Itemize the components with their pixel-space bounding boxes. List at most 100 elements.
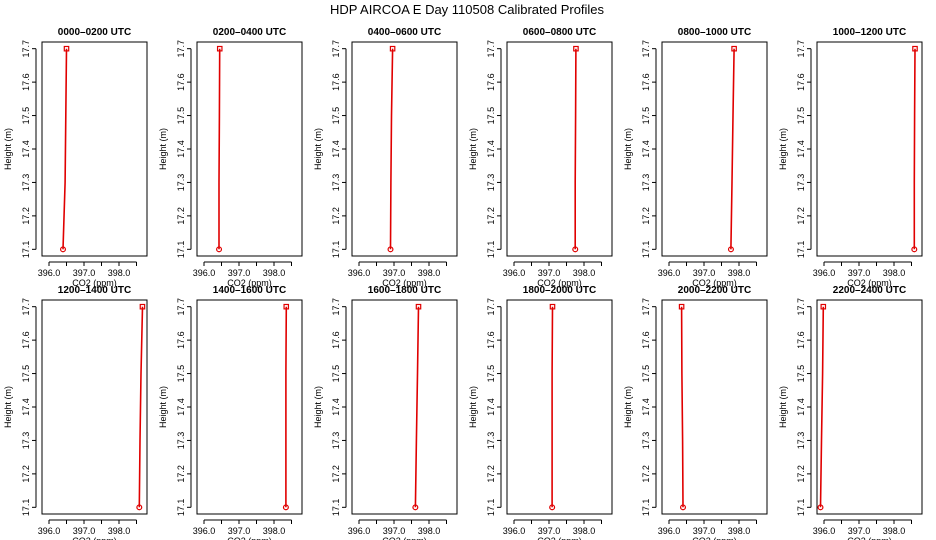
profile-line xyxy=(819,306,825,508)
y-tick-label: 17.6 xyxy=(641,331,651,349)
x-tick-label: 396.0 xyxy=(813,268,836,278)
data-point-bottom xyxy=(572,246,579,253)
y-tick-label: 17.2 xyxy=(331,207,341,225)
y-tick-label: 17.7 xyxy=(796,40,806,58)
y-tick-label: 17.1 xyxy=(176,241,186,259)
plot-frame xyxy=(196,41,303,257)
y-axis-label: Height (m) xyxy=(778,386,788,428)
y-tick-label: 17.1 xyxy=(641,499,651,517)
y-tick-label: 17.5 xyxy=(641,365,651,383)
x-tick-label: 398.0 xyxy=(108,526,131,536)
y-tick-label: 17.7 xyxy=(641,298,651,316)
y-axis-label: Height (m) xyxy=(158,386,168,428)
y-tick-label: 17.3 xyxy=(331,432,341,450)
x-axis-label: CO2 (ppm) xyxy=(227,278,272,288)
y-tick-label: 17.2 xyxy=(486,207,496,225)
data-point-top xyxy=(283,303,290,310)
x-tick-label: 396.0 xyxy=(38,526,61,536)
y-tick-label: 17.1 xyxy=(331,499,341,517)
x-axis-label: CO2 (ppm) xyxy=(227,536,272,540)
y-axis-label: Height (m) xyxy=(778,128,788,170)
plot-frame xyxy=(41,299,148,515)
y-tick-label: 17.4 xyxy=(486,140,496,158)
y-tick-label: 17.7 xyxy=(486,40,496,58)
y-tick-label: 17.5 xyxy=(331,365,341,383)
x-tick-label: 398.0 xyxy=(418,268,441,278)
data-point-bottom xyxy=(911,246,918,253)
y-axis: 17.1 17.2 17.3 17.4 17.5 17.6 17.7 Height (m) xyxy=(158,298,192,516)
y-tick-label: 17.4 xyxy=(21,140,31,158)
y-tick-label: 17.2 xyxy=(176,465,186,483)
y-tick-label: 17.3 xyxy=(641,174,651,192)
y-axis: 17.1 17.2 17.3 17.4 17.5 17.6 17.7 Height (m) xyxy=(3,298,37,517)
y-axis-label: Height (m) xyxy=(313,128,323,170)
y-tick-label: 17.4 xyxy=(176,398,186,416)
y-axis-label: Height (m) xyxy=(313,386,323,428)
data-point-top xyxy=(415,303,422,310)
panel-title: 0800–1000 UTC xyxy=(678,27,751,38)
plot-frame xyxy=(351,41,458,257)
x-tick-label: 397.0 xyxy=(693,268,716,278)
y-tick-label: 17.5 xyxy=(796,365,806,383)
y-axis: 17.1 17.2 17.3 17.4 17.5 17.6 17.7 Height (m) xyxy=(158,40,192,259)
y-tick-label: 17.7 xyxy=(486,298,496,316)
data-point-bottom xyxy=(679,504,686,511)
x-tick-label: 396.0 xyxy=(193,268,216,278)
y-tick-label: 17.7 xyxy=(796,298,806,316)
plot-frame xyxy=(816,41,923,257)
panel-title: 0400–0600 UTC xyxy=(368,27,441,38)
plot-frame xyxy=(816,299,923,515)
x-axis-label: CO2 (ppm) xyxy=(537,278,582,288)
x-tick-label: 397.0 xyxy=(383,268,406,278)
y-tick-label: 17.4 xyxy=(796,140,806,158)
y-axis: 17.1 17.2 17.3 17.4 17.5 17.6 17.7 Height (m) xyxy=(313,40,347,258)
data-point-bottom xyxy=(282,504,289,511)
y-axis: 17.1 17.2 17.3 17.4 17.5 17.6 17.7 Height (m) xyxy=(3,40,37,258)
x-tick-label: 396.0 xyxy=(503,526,526,536)
y-tick-label: 17.4 xyxy=(331,398,341,416)
x-tick-label: 396.0 xyxy=(193,526,216,536)
y-tick-label: 17.6 xyxy=(21,331,31,349)
y-tick-label: 17.2 xyxy=(21,207,31,225)
profile-line xyxy=(138,306,144,508)
y-tick-label: 17.5 xyxy=(176,365,186,383)
x-tick-label: 397.0 xyxy=(73,268,96,278)
y-tick-label: 17.7 xyxy=(641,40,651,58)
data-point-top xyxy=(549,303,556,310)
x-tick-label: 398.0 xyxy=(728,268,751,278)
y-tick-label: 17.7 xyxy=(331,298,341,316)
y-tick-label: 17.2 xyxy=(21,465,31,483)
x-tick-label: 397.0 xyxy=(693,526,716,536)
x-axis-label: CO2 (ppm) xyxy=(72,278,117,288)
x-axis-label: CO2 (ppm) xyxy=(692,536,737,540)
y-tick-label: 17.3 xyxy=(21,174,31,192)
y-tick-label: 17.2 xyxy=(331,465,341,483)
data-point-top xyxy=(912,45,918,52)
figure-title: HDP AIRCOA E Day 110508 Calibrated Profi… xyxy=(330,2,605,17)
x-axis-label: CO2 (ppm) xyxy=(382,536,427,540)
y-tick-label: 17.6 xyxy=(486,73,496,91)
profile-line xyxy=(574,48,577,250)
panel-title: 0200–0400 UTC xyxy=(213,27,286,38)
x-tick-label: 396.0 xyxy=(38,268,61,278)
y-axis-label: Height (m) xyxy=(623,128,633,170)
plot-frame xyxy=(661,41,768,257)
y-tick-label: 17.6 xyxy=(641,73,651,91)
x-tick-label: 397.0 xyxy=(848,526,871,536)
y-tick-label: 17.3 xyxy=(21,432,31,450)
y-tick-label: 17.1 xyxy=(796,241,806,259)
profile-line xyxy=(62,48,68,250)
y-tick-label: 17.1 xyxy=(21,499,31,517)
data-point-bottom xyxy=(216,246,223,253)
x-axis-label: CO2 (ppm) xyxy=(847,536,892,540)
